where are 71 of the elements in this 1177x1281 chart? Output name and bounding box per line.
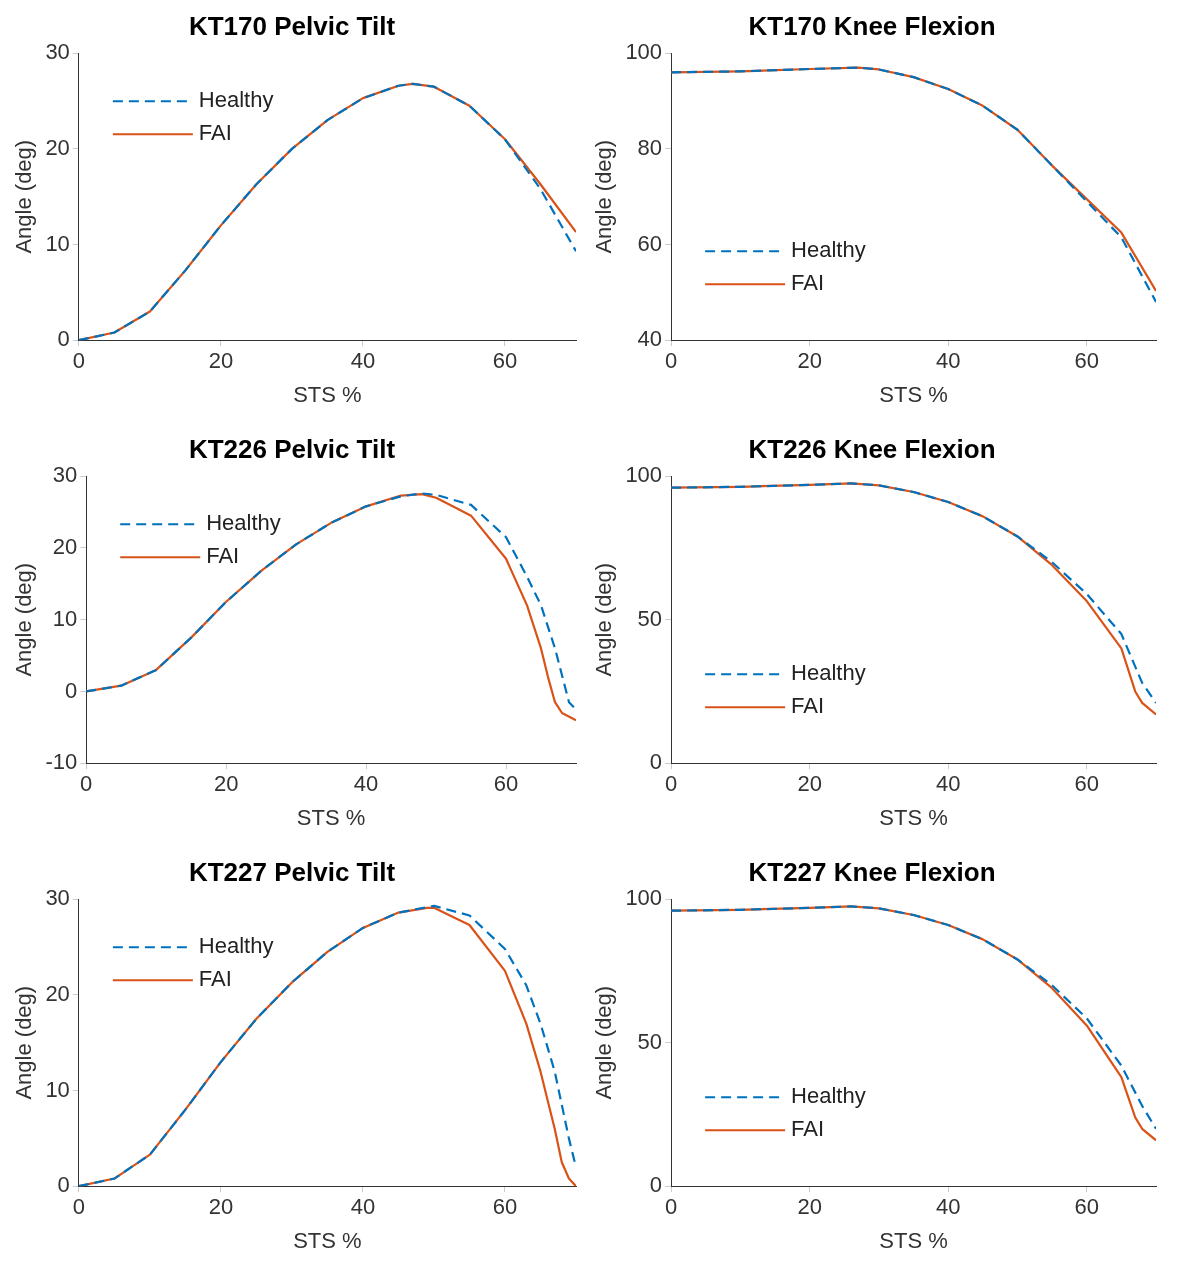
y-tick-label: 20 (45, 980, 70, 1006)
legend-label: FAI (791, 1116, 825, 1142)
chart-title: KT226 Pelvic Tilt (188, 433, 396, 464)
y-tick-label: 30 (45, 885, 70, 911)
x-tick-label: 60 (1074, 1194, 1099, 1220)
y-axis-title: Angle (deg) (591, 985, 617, 1100)
y-tick-label: 30 (45, 39, 70, 65)
x-axis-title: STS % (293, 381, 362, 407)
x-tick-label: 60 (1074, 771, 1099, 797)
chart-title: KT226 Knee Flexion (748, 433, 996, 464)
y-tick-label: 20 (52, 534, 78, 560)
legend-label: FAI (791, 270, 825, 296)
y-tick-label: 80 (637, 134, 663, 160)
legend-label: Healthy (791, 1083, 866, 1109)
x-axis-title: STS % (296, 804, 366, 830)
x-tick-label: 20 (797, 348, 822, 374)
y-axis-title: Angle (deg) (591, 562, 617, 677)
legend-label: Healthy (198, 933, 274, 959)
y-axis-title: Angle (deg) (591, 139, 617, 254)
y-tick-label: 20 (45, 134, 70, 160)
x-tick-label: 20 (213, 771, 239, 797)
legend-label: Healthy (198, 87, 274, 113)
x-axis-title: STS % (879, 1227, 948, 1253)
x-tick-label: 40 (350, 348, 376, 374)
legend-label: FAI (791, 693, 825, 719)
x-tick-label: 20 (208, 348, 234, 374)
legend-label: Healthy (791, 237, 866, 263)
legend-label: FAI (206, 543, 240, 569)
y-tick-label: 0 (649, 1172, 663, 1198)
y-tick-label: 10 (45, 230, 70, 256)
y-tick-label: 60 (637, 230, 663, 256)
x-tick-label: 40 (353, 771, 379, 797)
y-tick-label: 100 (625, 885, 663, 911)
legend-label: FAI (198, 966, 232, 992)
y-tick-label: 10 (45, 1076, 70, 1102)
y-tick-label: 100 (625, 39, 663, 65)
x-axis-title: STS % (293, 1227, 362, 1253)
y-tick-label: 100 (625, 462, 663, 488)
x-tick-label: 20 (208, 1194, 234, 1220)
y-axis-title: Angle (deg) (11, 985, 37, 1100)
y-tick-label: 50 (637, 605, 663, 631)
y-tick-label: 50 (637, 1028, 663, 1054)
x-tick-label: 20 (797, 1194, 822, 1220)
y-tick-label: 0 (649, 749, 663, 775)
legend-label: FAI (198, 120, 232, 146)
x-tick-label: 40 (935, 771, 961, 797)
x-tick-label: 40 (935, 1194, 961, 1220)
x-axis-title: STS % (879, 804, 948, 830)
y-tick-label: 0 (64, 677, 78, 703)
y-tick-label: 10 (52, 605, 78, 631)
x-tick-label: 60 (492, 348, 518, 374)
chart-title: KT170 Pelvic Tilt (188, 10, 396, 41)
legend-label: Healthy (206, 510, 281, 536)
chart-title: KT170 Knee Flexion (748, 10, 996, 41)
x-tick-label: 40 (350, 1194, 376, 1220)
y-tick-label: 30 (52, 462, 78, 488)
y-tick-label: 0 (57, 1172, 70, 1198)
y-tick-label: 40 (637, 326, 663, 352)
y-axis-title: Angle (deg) (11, 562, 37, 677)
x-tick-label: 20 (797, 771, 822, 797)
x-axis-title: STS % (879, 381, 948, 407)
chart-title: KT227 Pelvic Tilt (188, 856, 396, 887)
legend-label: Healthy (791, 660, 866, 686)
x-tick-label: 40 (935, 348, 961, 374)
x-tick-label: 60 (493, 771, 519, 797)
chart-title: KT227 Knee Flexion (748, 856, 996, 887)
x-tick-label: 60 (492, 1194, 518, 1220)
y-tick-label: -10 (45, 749, 78, 775)
x-tick-label: 60 (1074, 348, 1099, 374)
y-axis-title: Angle (deg) (11, 139, 37, 254)
y-tick-label: 0 (57, 326, 70, 352)
